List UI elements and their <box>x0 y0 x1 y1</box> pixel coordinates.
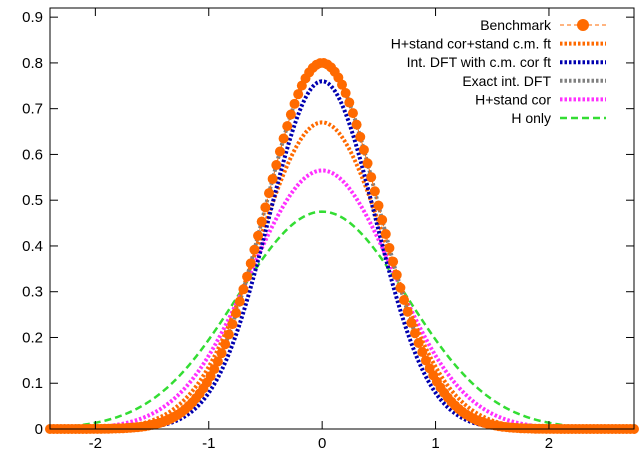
legend-label: Exact int. DFT <box>462 73 551 89</box>
y-tick-label: 0.2 <box>22 329 43 346</box>
series-line-1 <box>49 120 634 431</box>
benchmark-point <box>271 160 282 171</box>
x-tick-label: 0 <box>318 435 326 452</box>
y-tick-label: 0.4 <box>22 238 43 255</box>
benchmark-point <box>282 121 293 132</box>
benchmark-point <box>417 347 428 358</box>
x-tick-label: -2 <box>89 435 102 452</box>
y-tick-label: 0.9 <box>22 9 43 26</box>
legend-label: H only <box>511 110 551 126</box>
legend-label: H+stand cor+stand c.m. ft <box>391 36 551 52</box>
benchmark-point <box>373 200 384 211</box>
benchmark-point <box>366 172 377 183</box>
series-line-5 <box>49 210 635 430</box>
benchmark-point <box>351 119 362 130</box>
x-tick-label: -1 <box>202 435 215 452</box>
y-tick-label: 0.1 <box>22 375 43 392</box>
benchmark-point <box>347 108 358 119</box>
benchmark-point <box>212 356 223 367</box>
benchmark-point <box>289 98 300 109</box>
benchmark-point <box>231 308 242 319</box>
y-tick-label: 0.3 <box>22 284 43 301</box>
plot-frame <box>49 7 635 430</box>
series-line-4 <box>49 168 634 431</box>
benchmark-point <box>413 337 424 348</box>
legend-label: Int. DFT with c.m. cor ft <box>407 54 552 70</box>
benchmark-point <box>264 188 274 199</box>
series-line-2 <box>50 79 634 431</box>
legend-label: Benchmark <box>480 17 552 33</box>
benchmark-point <box>267 173 278 184</box>
benchmark-point <box>362 158 373 169</box>
benchmark-point <box>260 202 271 213</box>
benchmark-point <box>242 271 253 282</box>
benchmark-point <box>391 269 402 280</box>
benchmark-point <box>209 364 220 375</box>
benchmark-point <box>278 133 289 144</box>
y-tick-label: 0.5 <box>22 192 43 209</box>
benchmark-point <box>293 89 304 100</box>
benchmark-point <box>358 144 369 155</box>
x-tick-label: 1 <box>431 435 439 452</box>
benchmark-point <box>220 339 231 350</box>
benchmark-point <box>395 282 406 293</box>
x-tick-label: 2 <box>545 435 553 452</box>
benchmark-point <box>274 146 285 157</box>
benchmark-point <box>340 88 351 99</box>
benchmark-point <box>355 131 366 142</box>
benchmark-point <box>249 244 260 255</box>
benchmark-point <box>369 186 380 197</box>
benchmark-point <box>238 284 249 295</box>
benchmark-point <box>399 295 410 306</box>
y-tick-label: 0.8 <box>22 55 43 72</box>
legend-label: H+stand cor <box>475 91 551 107</box>
legend: Benchmark H+stand cor+stand c.m. ft Int. D… <box>391 17 606 126</box>
axes-layer: 0 0.1 0.2 0.3 0.4 0.5 0.6 0.7 0.8 0.9 -2 -1 0 1 2 <box>22 8 634 452</box>
benchmark-point <box>253 230 264 241</box>
benchmark-point <box>344 97 355 108</box>
benchmark-point <box>245 258 256 269</box>
legend-marker <box>577 19 589 31</box>
y-tick-label: 0.7 <box>22 101 43 118</box>
benchmark-point <box>223 329 234 340</box>
benchmark-point <box>380 229 391 240</box>
benchmark-point <box>234 296 245 307</box>
benchmark-point <box>377 214 388 225</box>
benchmark-point <box>285 109 296 120</box>
benchmark-point <box>406 317 417 328</box>
benchmark-point <box>337 79 347 90</box>
benchmark-point <box>420 355 431 366</box>
benchmark-point <box>410 328 420 339</box>
benchmark-point <box>388 256 399 267</box>
benchmark-point <box>402 306 413 317</box>
y-tick-label: 0.6 <box>22 146 43 163</box>
benchmark-point <box>227 319 238 330</box>
y-tick-label: 0 <box>35 421 43 438</box>
benchmark-point <box>256 216 267 227</box>
benchmark-point <box>216 348 227 359</box>
benchmark-point <box>384 242 395 253</box>
